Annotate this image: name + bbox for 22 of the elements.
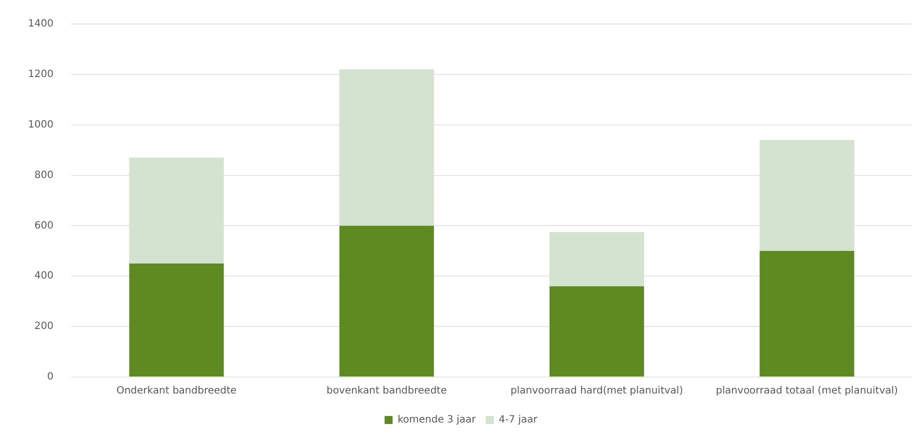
legend-label: 4-7 jaar bbox=[498, 414, 538, 426]
bar bbox=[339, 226, 434, 376]
bar bbox=[129, 158, 224, 264]
x-tick-label: Onderkant bandbreedte bbox=[116, 386, 237, 397]
y-tick-label: 1200 bbox=[28, 69, 54, 80]
y-tick-label: 0 bbox=[47, 372, 54, 383]
y-tick-label: 1000 bbox=[28, 119, 54, 130]
x-tick-label: bovenkant bandbreedte bbox=[326, 386, 447, 397]
y-tick-label: 600 bbox=[34, 220, 54, 232]
bar bbox=[760, 140, 854, 251]
bar bbox=[760, 250, 854, 376]
legend-label: komende 3 jaar bbox=[398, 414, 477, 426]
bar bbox=[129, 264, 224, 376]
y-tick-label: 800 bbox=[34, 170, 54, 181]
bar bbox=[339, 69, 434, 226]
bar bbox=[550, 286, 644, 376]
x-tick-label: planvoorraad hard(met planuitval) bbox=[510, 386, 684, 397]
x-tick-label: planvoorraad totaal (met planuitval) bbox=[716, 386, 898, 397]
bar bbox=[550, 232, 644, 286]
y-tick-label: 200 bbox=[34, 321, 54, 332]
y-tick-label: 1400 bbox=[28, 18, 54, 30]
y-tick-label: 400 bbox=[34, 270, 54, 282]
